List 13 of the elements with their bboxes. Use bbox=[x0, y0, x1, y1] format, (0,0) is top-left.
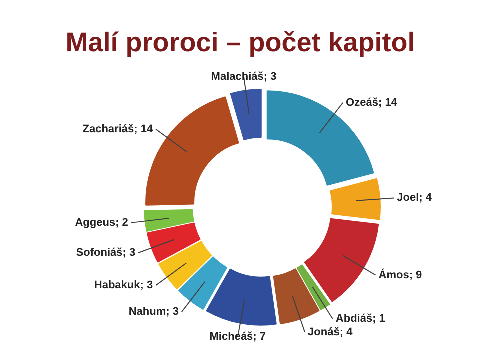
slice-label: Sofoniáš; 3 bbox=[76, 246, 136, 259]
slice-label: Ozeáš; 14 bbox=[346, 96, 398, 109]
slice-label: Aggeus; 2 bbox=[75, 216, 128, 229]
slice-label: Zachariáš; 14 bbox=[82, 123, 154, 136]
slice-label: Micheáš; 7 bbox=[210, 331, 266, 344]
slice-label: Habakuk; 3 bbox=[94, 280, 154, 292]
slice-label: Malachiáš; 3 bbox=[211, 70, 277, 83]
chart-title: Malí proroci – počet kapitol bbox=[66, 28, 416, 58]
slice-label: Abdiáš; 1 bbox=[336, 313, 386, 326]
slice-label: Jonáš; 4 bbox=[308, 326, 354, 338]
slice-label: Nahum; 3 bbox=[128, 306, 179, 318]
slice-label: Ámos; 9 bbox=[378, 268, 422, 282]
slice-label: Joel; 4 bbox=[397, 192, 433, 204]
